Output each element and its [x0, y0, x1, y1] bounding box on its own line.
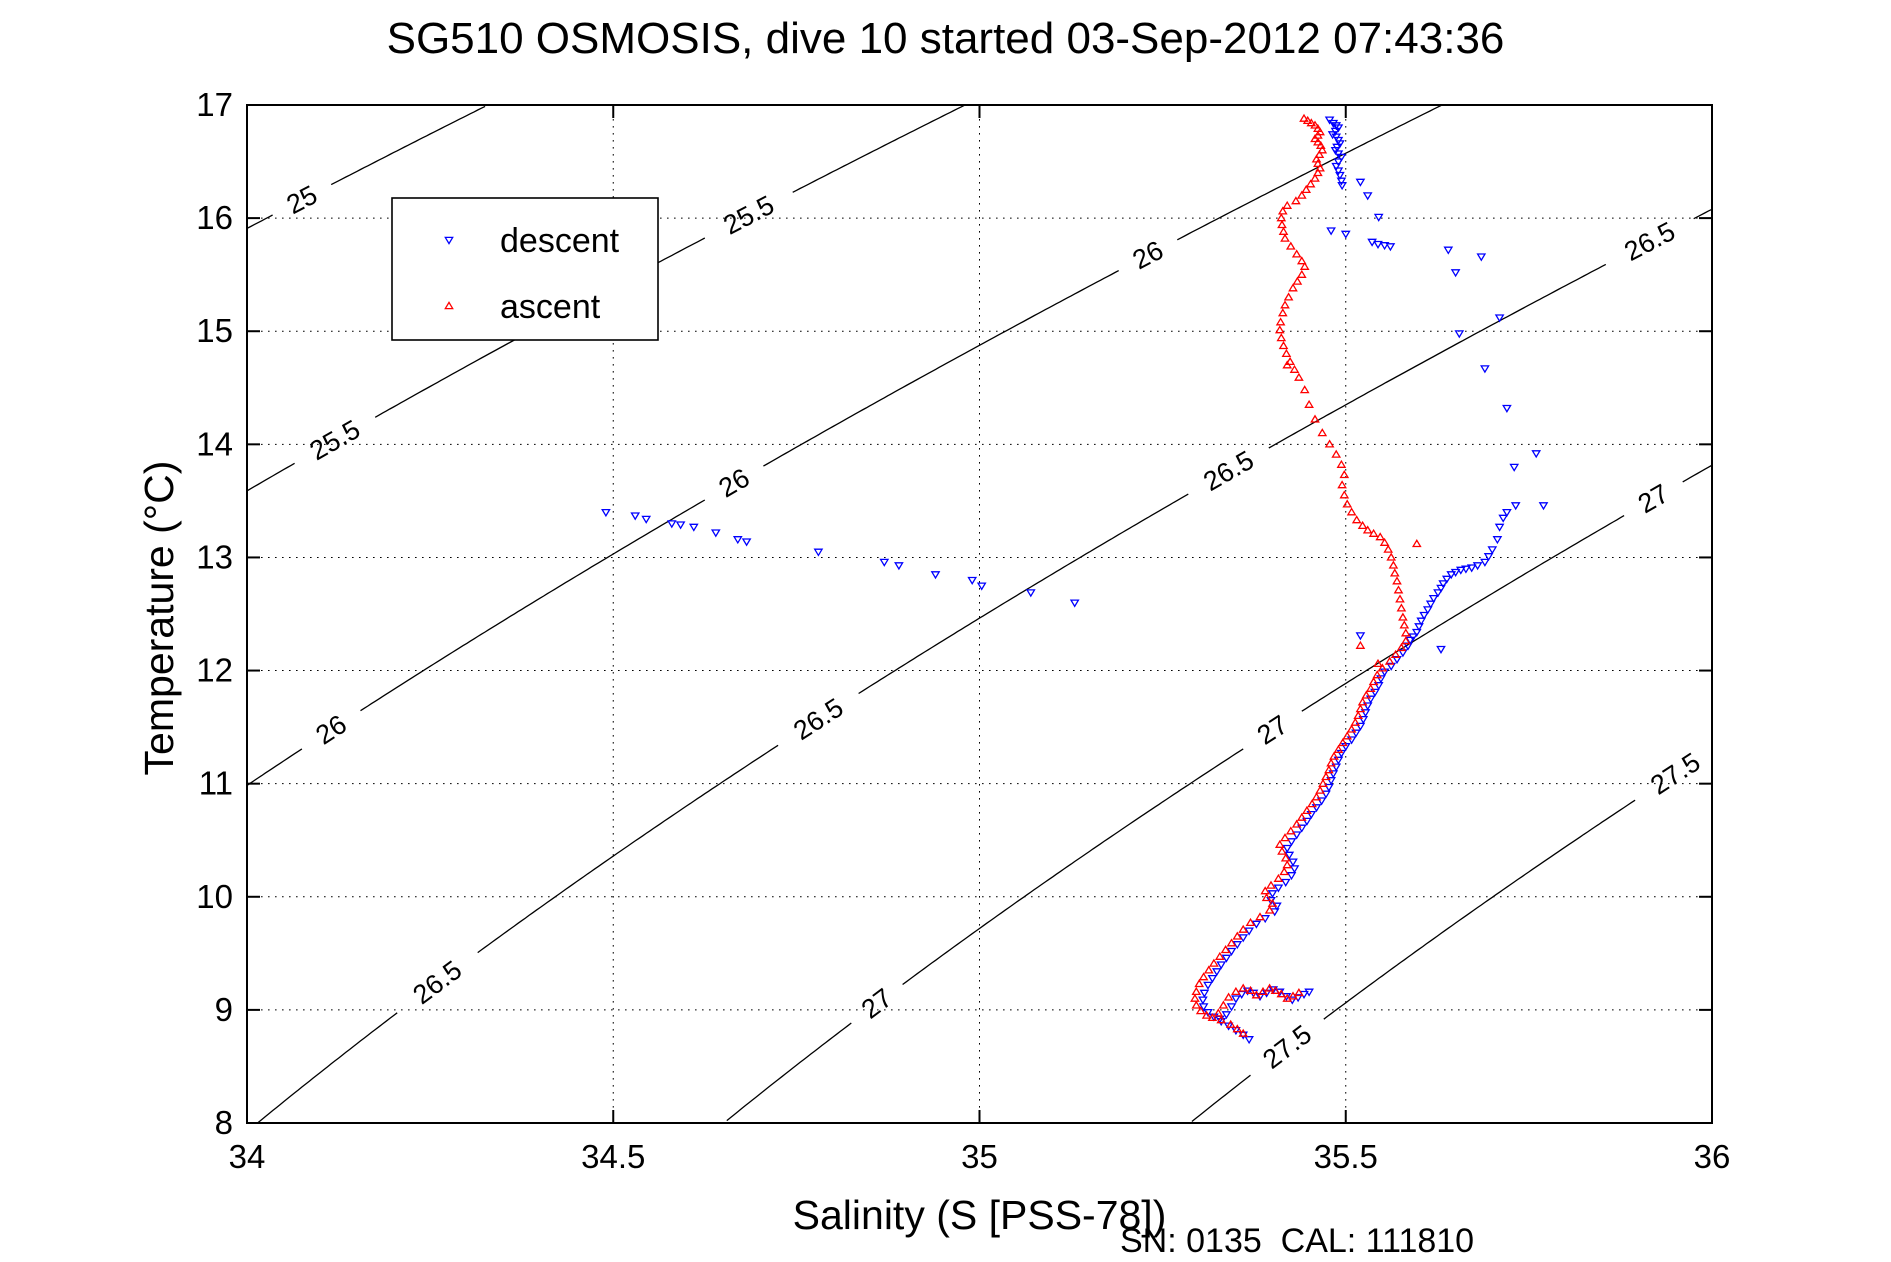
- contour-label-26.5: 26.5: [1198, 445, 1259, 497]
- x-tick-label: 34.5: [581, 1138, 645, 1175]
- y-tick-label: 13: [196, 538, 233, 575]
- contour-line-26: [247, 105, 1442, 786]
- legend: descent ascent: [391, 197, 659, 341]
- contour-label-25.5: 25.5: [305, 414, 366, 466]
- contour-label-26.5: 26.5: [1619, 216, 1679, 267]
- contour-label-26.5: 26.5: [407, 955, 467, 1011]
- y-tick-label: 14: [196, 425, 233, 462]
- contour-line-27.5: [1191, 799, 1636, 1123]
- axes-frame: [246, 104, 1713, 1124]
- legend-marker-undefined: [444, 301, 454, 310]
- y-tick-label: 17: [196, 86, 233, 123]
- y-tick-label: 9: [215, 991, 233, 1028]
- contour-label-27.5: 27.5: [1257, 1019, 1317, 1075]
- y-tick-label: 10: [196, 878, 233, 915]
- legend-label-ascent: ascent: [500, 288, 601, 326]
- plot-title: SG510 OSMOSIS, dive 10 started 03-Sep-20…: [386, 14, 1505, 63]
- contour-label-25.5: 25.5: [719, 190, 779, 241]
- y-tick-label: 8: [215, 1104, 233, 1141]
- y-tick-label: 16: [196, 199, 233, 236]
- contour-label-27: 27: [1633, 478, 1674, 519]
- contour-label-26: 26: [1128, 235, 1169, 276]
- y-tick-label: 12: [196, 652, 233, 689]
- x-tick-label: 34: [229, 1138, 266, 1175]
- contour-label-27: 27: [1252, 709, 1293, 750]
- series-descent-points: [601, 116, 1549, 1045]
- sn-cal-annotation: SN: 0135 CAL: 111810: [1120, 1222, 1475, 1260]
- tick-labels: 34 34.5 35 35.5 36 8 9 10 11 12 13 14 15 16 17: [196, 86, 1730, 1175]
- x-tick-label: 36: [1694, 1138, 1731, 1175]
- contour-line-27: [726, 464, 1712, 1122]
- contour-label-26: 26: [714, 462, 755, 503]
- y-tick-label: 11: [199, 765, 233, 802]
- y-tick-label: 15: [196, 312, 233, 349]
- contour-label-26: 26: [310, 709, 352, 751]
- contour-label-27: 27: [856, 983, 898, 1025]
- legend-label-descent: descent: [500, 222, 620, 260]
- y-axis-label: Temperature (°C): [136, 460, 182, 776]
- contour-label-26.5: 26.5: [788, 692, 848, 746]
- series-ascent-points: [1190, 113, 1422, 1037]
- contour-line-26.5: [257, 208, 1712, 1123]
- x-axis-label: Salinity (S [PSS-78]): [792, 1192, 1167, 1238]
- legend-marker-undefined: [444, 236, 454, 245]
- contour-label-25: 25: [282, 180, 322, 220]
- contour-label-27.5: 27.5: [1645, 747, 1705, 801]
- x-tick-label: 35: [961, 1138, 998, 1175]
- x-tick-label: 35.5: [1314, 1138, 1378, 1175]
- contour-line-25: [247, 105, 486, 229]
